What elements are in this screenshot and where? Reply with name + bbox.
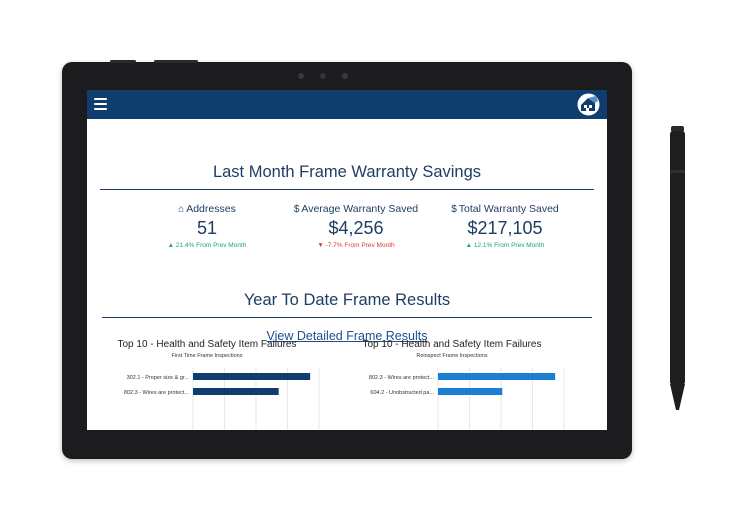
- app-header: [87, 90, 607, 119]
- kpi-row: ⌂ Addresses 51 ▲ 21.4% From Prev Month $ A…: [87, 203, 607, 249]
- dollar-icon: $: [293, 204, 300, 215]
- dollar-icon: $: [451, 204, 457, 215]
- kpi-delta: ▲ 21.4% From Prev Month: [167, 242, 247, 249]
- bar[interactable]: [438, 373, 556, 380]
- bar-chart: 302.1 - Proper size & gr... 802.3 - Wires…: [124, 368, 320, 430]
- kpi-label: $ Total Warranty Saved: [451, 203, 559, 215]
- hamburger-menu-icon[interactable]: [94, 98, 107, 110]
- house-frame-logo-icon[interactable]: [576, 92, 601, 117]
- kpi-label: ⌂ Addresses: [178, 203, 236, 215]
- savings-section-title: Last Month Frame Warranty Savings: [212, 163, 482, 181]
- kpi-label: $ Average Warranty Saved: [293, 203, 419, 215]
- tablet-camera: [320, 73, 326, 79]
- chart-reinspect-inspections: Top 10 - Health and Safety Item Failures…: [332, 339, 572, 430]
- kpi-value: $217,105: [467, 218, 543, 238]
- kpi-addresses: ⌂ Addresses 51 ▲ 21.4% From Prev Month: [137, 203, 277, 249]
- kpi-delta: ▲ 12.1% From Prev Month: [465, 242, 545, 249]
- view-detailed-results-link[interactable]: View Detailed Frame Results: [266, 329, 428, 343]
- bar[interactable]: [438, 388, 503, 395]
- kpi-average-warranty-saved: $ Average Warranty Saved $4,256 ▼ -7.7% F…: [286, 203, 426, 249]
- tablet-sensor: [342, 73, 348, 79]
- bar-category-label: 302.1 - Proper size & gr...: [127, 375, 190, 381]
- section-divider: [102, 317, 592, 318]
- bar-chart: 802.3 - Wires are protect... 604.2 - Unob…: [369, 368, 565, 430]
- bar[interactable]: [193, 388, 279, 395]
- tablet-device: Last Month Frame Warranty Savings ⌂ Addre…: [62, 60, 632, 459]
- bar-category-label: 802.3 - Wires are protect...: [369, 375, 435, 381]
- chart-title: Top 10 - Health and Safety Item Failures: [362, 339, 542, 350]
- bar-category-label: 802.3 - Wires are protect...: [124, 390, 190, 396]
- section-divider: [100, 189, 594, 190]
- house-icon: ⌂: [178, 204, 185, 215]
- chart-first-time-inspections: Top 10 - Health and Safety Item Failures…: [87, 339, 327, 430]
- kpi-delta: ▼ -7.7% From Prev Month: [317, 242, 395, 249]
- bar[interactable]: [193, 373, 311, 380]
- tablet-sensor: [298, 73, 304, 79]
- arrow-up-icon: ▲: [167, 242, 175, 249]
- app-screen: Last Month Frame Warranty Savings ⌂ Addre…: [87, 90, 607, 430]
- chart-subtitle: Reinspect Frame Inspections: [416, 353, 488, 359]
- ytd-section-title: Year To Date Frame Results: [243, 291, 451, 309]
- chart-title: Top 10 - Health and Safety Item Failures: [117, 339, 297, 350]
- arrow-up-icon: ▲: [465, 242, 473, 249]
- kpi-value: $4,256: [328, 218, 384, 238]
- bar-category-label: 604.2 - Unobstructed pa...: [370, 390, 434, 396]
- arrow-down-icon: ▼: [317, 242, 324, 249]
- chart-subtitle: First Time Frame Inspections: [171, 353, 243, 359]
- charts-area: Top 10 - Health and Safety Item Failures…: [87, 339, 607, 430]
- kpi-value: 51: [196, 218, 218, 238]
- tablet-volume-button: [154, 60, 198, 63]
- kpi-total-warranty-saved: $ Total Warranty Saved $217,105 ▲ 12.1% F…: [435, 203, 575, 249]
- tablet-side-button: [110, 60, 136, 63]
